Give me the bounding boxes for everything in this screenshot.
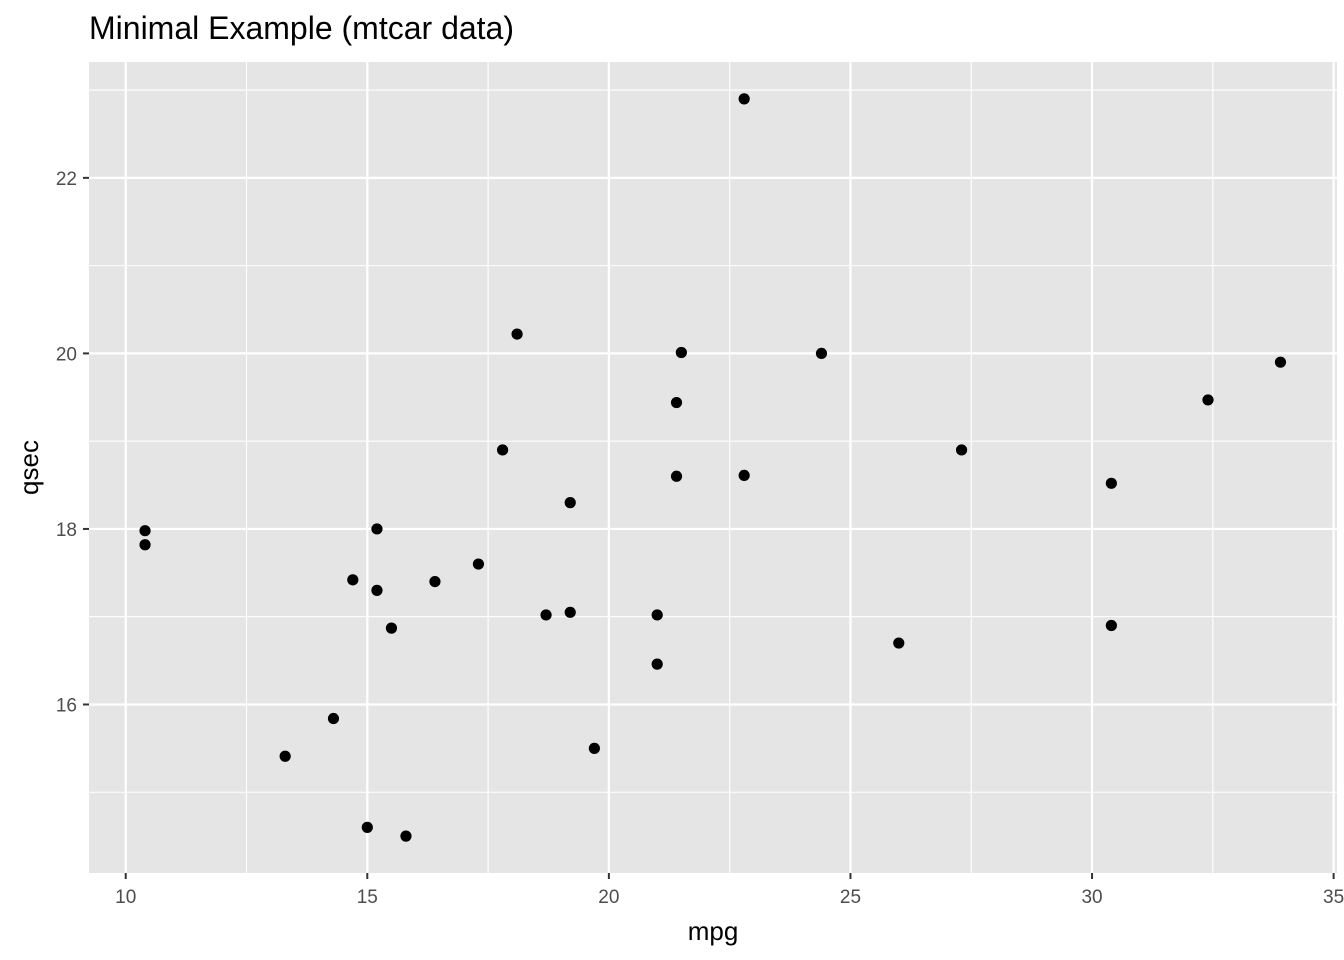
data-point [893, 637, 905, 649]
data-point [1202, 394, 1214, 406]
data-point [540, 609, 552, 621]
data-point [955, 444, 968, 456]
x-tick-label: 25 [840, 887, 861, 908]
y-axis-title: qsec [14, 440, 44, 495]
x-axis-title: mpg [688, 916, 739, 946]
x-tick-label: 35 [1323, 887, 1344, 908]
data-point [429, 576, 441, 588]
data-point [1274, 356, 1287, 368]
x-tick-label: 30 [1081, 887, 1102, 908]
x-axis: 10 15 20 25 30 35 [115, 873, 1344, 908]
data-point [361, 821, 373, 833]
data-points [139, 93, 1287, 842]
y-tick-label: 20 [56, 344, 77, 365]
data-point [139, 539, 151, 551]
data-point [815, 347, 828, 359]
minor-gridlines [89, 62, 1337, 873]
data-point [675, 346, 687, 359]
data-point [327, 712, 340, 725]
x-tick-label: 10 [115, 887, 136, 908]
chart-title: Minimal Example (mtcar data) [89, 10, 514, 46]
data-point [371, 584, 383, 596]
x-tick-label: 20 [598, 887, 619, 908]
data-point [279, 750, 291, 762]
data-point [371, 523, 383, 535]
y-axis: 16 18 20 22 [56, 169, 89, 716]
data-point [651, 609, 663, 621]
data-point [400, 830, 412, 842]
data-point [1105, 477, 1117, 489]
y-tick-label: 22 [56, 169, 77, 190]
data-point [670, 396, 683, 409]
data-point [139, 525, 151, 537]
data-point [738, 93, 750, 105]
data-point [588, 742, 600, 754]
data-point [564, 497, 576, 509]
x-tick-label: 15 [357, 887, 378, 908]
data-point [651, 658, 663, 670]
y-tick-label: 16 [56, 695, 77, 716]
major-gridlines [89, 62, 1337, 873]
data-point [347, 574, 359, 586]
data-point [496, 444, 509, 456]
data-point [738, 469, 750, 481]
data-point [385, 622, 398, 634]
data-point [564, 606, 576, 618]
plot-panel [89, 62, 1337, 873]
data-point [472, 558, 485, 570]
y-tick-label: 18 [56, 520, 77, 541]
data-point [511, 328, 523, 340]
data-point [1105, 619, 1117, 632]
data-point [670, 470, 683, 482]
